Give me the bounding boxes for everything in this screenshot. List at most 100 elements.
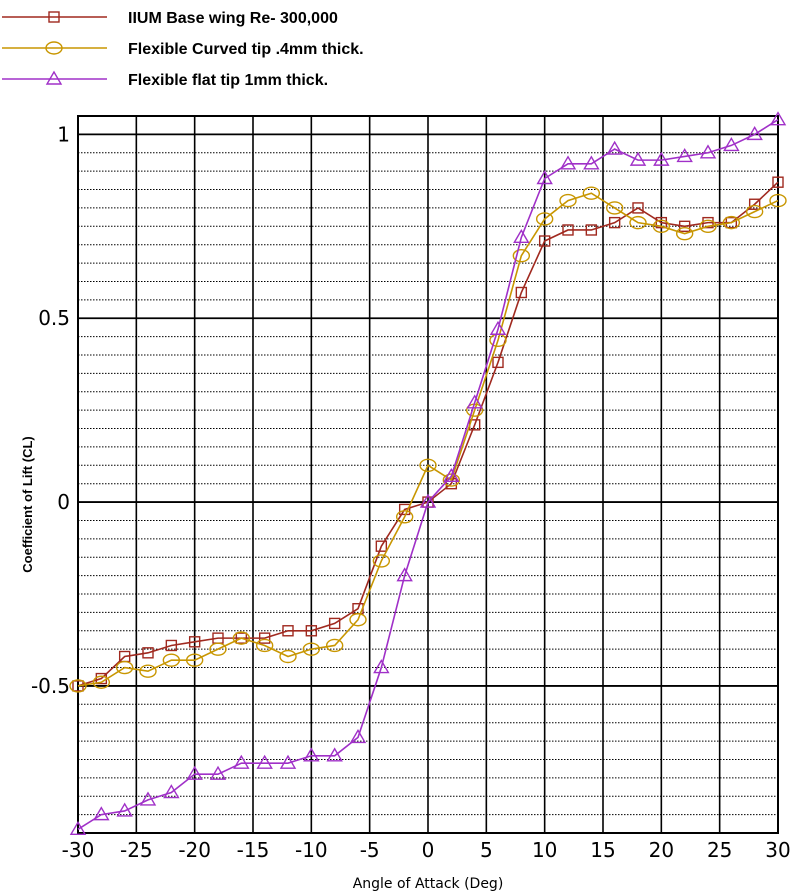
square-marker [258, 632, 271, 644]
circle-marker [535, 212, 554, 226]
triangle-marker [186, 765, 203, 780]
x-tick-label: -15 [237, 838, 270, 862]
triangle-marker [653, 151, 670, 166]
square-marker [608, 216, 621, 229]
series-2 [69, 186, 787, 693]
x-tick-label: -25 [120, 838, 153, 862]
x-tick-label: 30 [765, 838, 790, 862]
square-marker [678, 220, 691, 233]
legend-item: IIUM Base wing Re- 300,000 [2, 10, 338, 27]
x-tick-label: -10 [295, 838, 328, 862]
square-marker [282, 625, 294, 637]
square-marker [748, 198, 761, 210]
series-layer [69, 111, 787, 836]
square-marker [328, 617, 341, 630]
triangle-marker [139, 791, 157, 806]
square-marker [655, 216, 668, 229]
y-tick-label: -0.5 [31, 674, 70, 698]
triangle-marker [723, 137, 740, 152]
triangle-marker [676, 148, 693, 163]
circle-marker [605, 201, 624, 215]
legend-label: Flexible flat tip 1mm thick. [128, 72, 328, 89]
square-marker [398, 503, 411, 516]
series-line [77, 192, 779, 687]
circle-marker [69, 679, 87, 693]
circle-marker [559, 193, 577, 208]
triangle-marker [326, 747, 343, 762]
triangle-marker [396, 567, 413, 582]
circle-marker [745, 204, 764, 219]
square-marker [492, 356, 504, 369]
triangle-marker [45, 70, 63, 85]
triangle-marker [559, 155, 577, 170]
triangle-marker [629, 151, 647, 166]
circle-marker [115, 660, 134, 675]
x-axis-title: Angle of Attack (Deg) [353, 876, 504, 892]
x-axis-ticks: -30 -25 -20 -15 -10 -5 0 5 10 15 20 25 30 [62, 838, 791, 862]
circle-marker [185, 653, 204, 667]
triangle-marker [606, 140, 623, 155]
square-marker [702, 216, 714, 229]
circle-marker [162, 653, 181, 667]
triangle-marker [583, 155, 600, 170]
y-axis-title: Coefficient of Lift (CL) [20, 436, 35, 572]
triangle-marker [256, 754, 273, 769]
legend-item: Flexible Curved tip .4mm thick. [2, 41, 364, 58]
x-tick-label: 0 [422, 838, 435, 862]
legend-item: Flexible flat tip 1mm thick. [2, 70, 328, 89]
circle-marker [582, 186, 601, 200]
circle-marker [652, 219, 671, 234]
triangle-marker [349, 729, 367, 744]
y-tick-label: 1 [57, 122, 70, 146]
square-marker [142, 647, 154, 659]
series-3 [69, 111, 787, 836]
circle-marker [92, 675, 111, 689]
circle-marker [512, 249, 531, 263]
triangle-marker [443, 467, 460, 483]
square-marker [562, 224, 574, 236]
triangle-marker [163, 784, 180, 799]
circle-marker [722, 215, 741, 230]
triangle-marker [466, 394, 483, 409]
triangle-marker [279, 754, 297, 769]
circle-marker [279, 649, 297, 664]
series-line [77, 119, 779, 830]
triangle-marker [489, 320, 507, 335]
triangle-marker [373, 659, 390, 674]
circle-marker [45, 41, 63, 55]
circle-marker [139, 664, 157, 678]
circle-marker [395, 510, 414, 524]
x-tick-label: 20 [649, 838, 674, 862]
x-tick-label: 5 [480, 838, 493, 862]
triangle-marker [769, 111, 787, 126]
triangle-marker [209, 765, 227, 780]
square-marker [515, 286, 528, 299]
x-tick-label: 15 [590, 838, 615, 862]
circle-marker [255, 638, 274, 653]
triangle-marker [513, 228, 530, 244]
triangle-marker [93, 806, 110, 821]
square-marker [632, 202, 644, 214]
circle-marker [769, 193, 787, 208]
square-marker [305, 625, 318, 637]
square-marker [772, 176, 784, 188]
legend-label: IIUM Base wing Re- 300,000 [128, 10, 338, 27]
triangle-marker [536, 170, 553, 185]
square-marker [585, 224, 598, 236]
triangle-marker [746, 125, 763, 141]
square-marker [538, 235, 551, 247]
circle-marker [209, 642, 227, 656]
x-tick-label: 10 [532, 838, 557, 862]
circle-marker [349, 613, 367, 627]
circle-marker [675, 226, 694, 241]
circle-marker [419, 458, 437, 473]
circle-marker [629, 215, 647, 230]
y-axis-ticks: -0.5 0 0.5 1 [31, 122, 70, 698]
triangle-marker [233, 754, 250, 769]
circle-marker [699, 219, 717, 234]
circle-marker [232, 631, 251, 645]
triangle-marker [699, 144, 717, 159]
square-marker [375, 540, 388, 552]
chart-legend: IIUM Base wing Re- 300,000 Flexible Curve… [2, 10, 364, 89]
